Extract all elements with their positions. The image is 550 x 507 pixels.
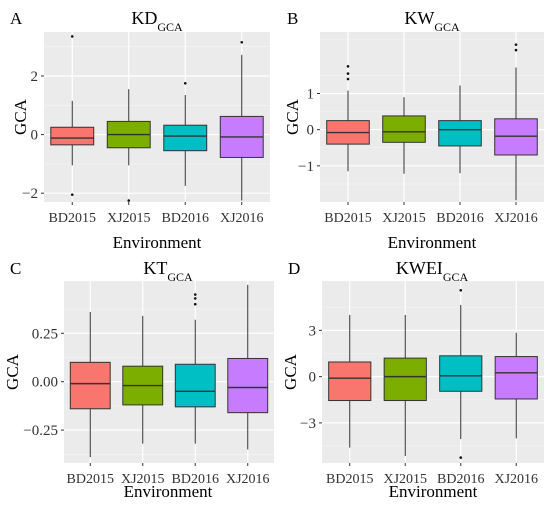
chart-title-sub: GCA — [167, 270, 193, 284]
panel-d: D KWEIGCA −303 BD2015 XJ2015 BD2016 XJ2016 … — [281, 258, 544, 501]
chart-title-main: KT — [143, 258, 167, 278]
x-tick-label: XJ2015 — [107, 211, 151, 226]
outlier-point — [193, 297, 197, 300]
y-axis-label: GCA — [11, 98, 30, 135]
x-ticks: BD2015 XJ2015 BD2016 XJ2016 — [324, 202, 538, 226]
panel-letter: D — [288, 259, 300, 278]
outlier-point — [193, 302, 197, 306]
chart-title: KDGCA — [131, 8, 183, 34]
x-ticks: BD2015 XJ2015 BD2016 XJ2016 — [49, 202, 264, 226]
x-tick-label: BD2016 — [162, 211, 209, 226]
chart-title-sub: GCA — [434, 20, 460, 34]
x-tick-label: XJ2015 — [382, 211, 426, 226]
outlier-point — [346, 65, 350, 68]
x-tick-label: BD2016 — [436, 211, 483, 226]
y-ticks: −2 0 2 — [22, 69, 44, 202]
boxes — [326, 43, 538, 201]
chart-title-sub: GCA — [443, 270, 469, 284]
box-iqr — [328, 361, 372, 402]
chart-title-sub: GCA — [157, 20, 183, 34]
x-tick-label: BD2015 — [324, 211, 371, 226]
boxes — [69, 284, 269, 458]
outlier-point — [514, 43, 518, 46]
box-iqr — [438, 120, 482, 147]
y-ticks: −1 0 1 — [298, 86, 320, 175]
box-iqr — [174, 363, 216, 408]
x-axis-label: Environment — [389, 482, 478, 501]
y-ticks: −0.25 0.00 0.25 — [23, 326, 64, 439]
x-tick-label: XJ2015 — [383, 472, 427, 487]
x-ticks: BD2015 XJ2015 BD2016 XJ2016 — [67, 463, 270, 487]
y-tick-label: 3 — [309, 323, 317, 339]
outlier-point — [127, 199, 131, 202]
y-tick-label: 0.25 — [32, 326, 58, 342]
x-tick-label: XJ2016 — [494, 472, 538, 487]
outlier-point — [70, 193, 74, 196]
panel-a: A KDGCA −202 BD2015 XJ2015 BD2016 XJ2016 En… — [10, 8, 270, 252]
panel-letter: C — [10, 259, 21, 278]
chart-title-main: KW — [404, 8, 434, 28]
x-axis-label: Environment — [113, 233, 202, 252]
box-iqr — [163, 124, 208, 152]
y-tick-label: −0.25 — [23, 423, 58, 439]
x-axis-label: Environment — [388, 233, 477, 252]
y-tick-label: 0 — [31, 128, 39, 144]
x-ticks: BD2015 XJ2015 BD2016 XJ2016 — [326, 463, 538, 487]
chart-title-main: KD — [131, 8, 157, 28]
x-tick-label: XJ2016 — [220, 211, 264, 226]
x-tick-label: XJ2016 — [226, 472, 270, 487]
y-tick-label: 0 — [307, 123, 315, 139]
x-tick-label: XJ2016 — [494, 211, 538, 226]
y-axis-label: GCA — [3, 353, 22, 390]
outlier-point — [459, 288, 463, 292]
panel-b: B KWGCA −101 BD2015 XJ2015 BD2016 XJ2016 En… — [283, 8, 544, 252]
panel-letter: B — [287, 9, 298, 28]
outlier-point — [193, 293, 197, 296]
y-tick-label: −3 — [300, 416, 316, 432]
x-axis-label: Environment — [124, 482, 213, 501]
box-iqr — [227, 357, 269, 414]
outlier-point — [183, 81, 187, 85]
box-iqr — [439, 355, 483, 392]
panel-letter: A — [10, 9, 23, 28]
y-tick-label: −1 — [298, 159, 314, 175]
box-iqr — [494, 118, 538, 156]
boxes — [328, 288, 538, 459]
y-ticks: −3 0 3 — [300, 323, 322, 432]
box-iqr — [382, 115, 426, 143]
outlier-point — [70, 35, 74, 38]
y-tick-label: 2 — [31, 69, 39, 85]
outlier-point — [346, 72, 350, 75]
box-iqr — [494, 356, 538, 400]
panel-c: C KTGCA −0.250.000.25 BD2015 XJ2015 BD2016… — [3, 258, 274, 501]
x-tick-label: BD2015 — [49, 211, 96, 226]
x-tick-label: BD2016 — [437, 472, 484, 487]
chart-title: KWEIGCA — [396, 258, 469, 284]
x-tick-label: BD2015 — [67, 472, 114, 487]
box-iqr — [69, 361, 111, 410]
outlier-point — [346, 77, 350, 81]
y-axis-label: GCA — [283, 98, 302, 135]
y-tick-label: −2 — [22, 186, 38, 202]
y-axis-label: GCA — [281, 353, 300, 390]
x-tick-label: XJ2015 — [121, 472, 165, 487]
boxes — [50, 35, 264, 202]
chart-title-main: KWEI — [396, 258, 443, 278]
outlier-point — [514, 48, 518, 52]
x-tick-label: BD2015 — [326, 472, 373, 487]
y-tick-label: 0 — [309, 370, 317, 386]
box-iqr — [50, 126, 95, 146]
chart-title: KTGCA — [143, 258, 193, 284]
y-tick-label: 1 — [307, 86, 315, 102]
y-tick-label: 0.00 — [32, 375, 58, 391]
outlier-point — [240, 40, 244, 44]
plot-panel — [320, 32, 544, 202]
outlier-point — [459, 456, 463, 459]
box-iqr — [383, 357, 427, 402]
x-tick-label: BD2016 — [172, 472, 219, 487]
chart-title: KWGCA — [404, 8, 460, 34]
